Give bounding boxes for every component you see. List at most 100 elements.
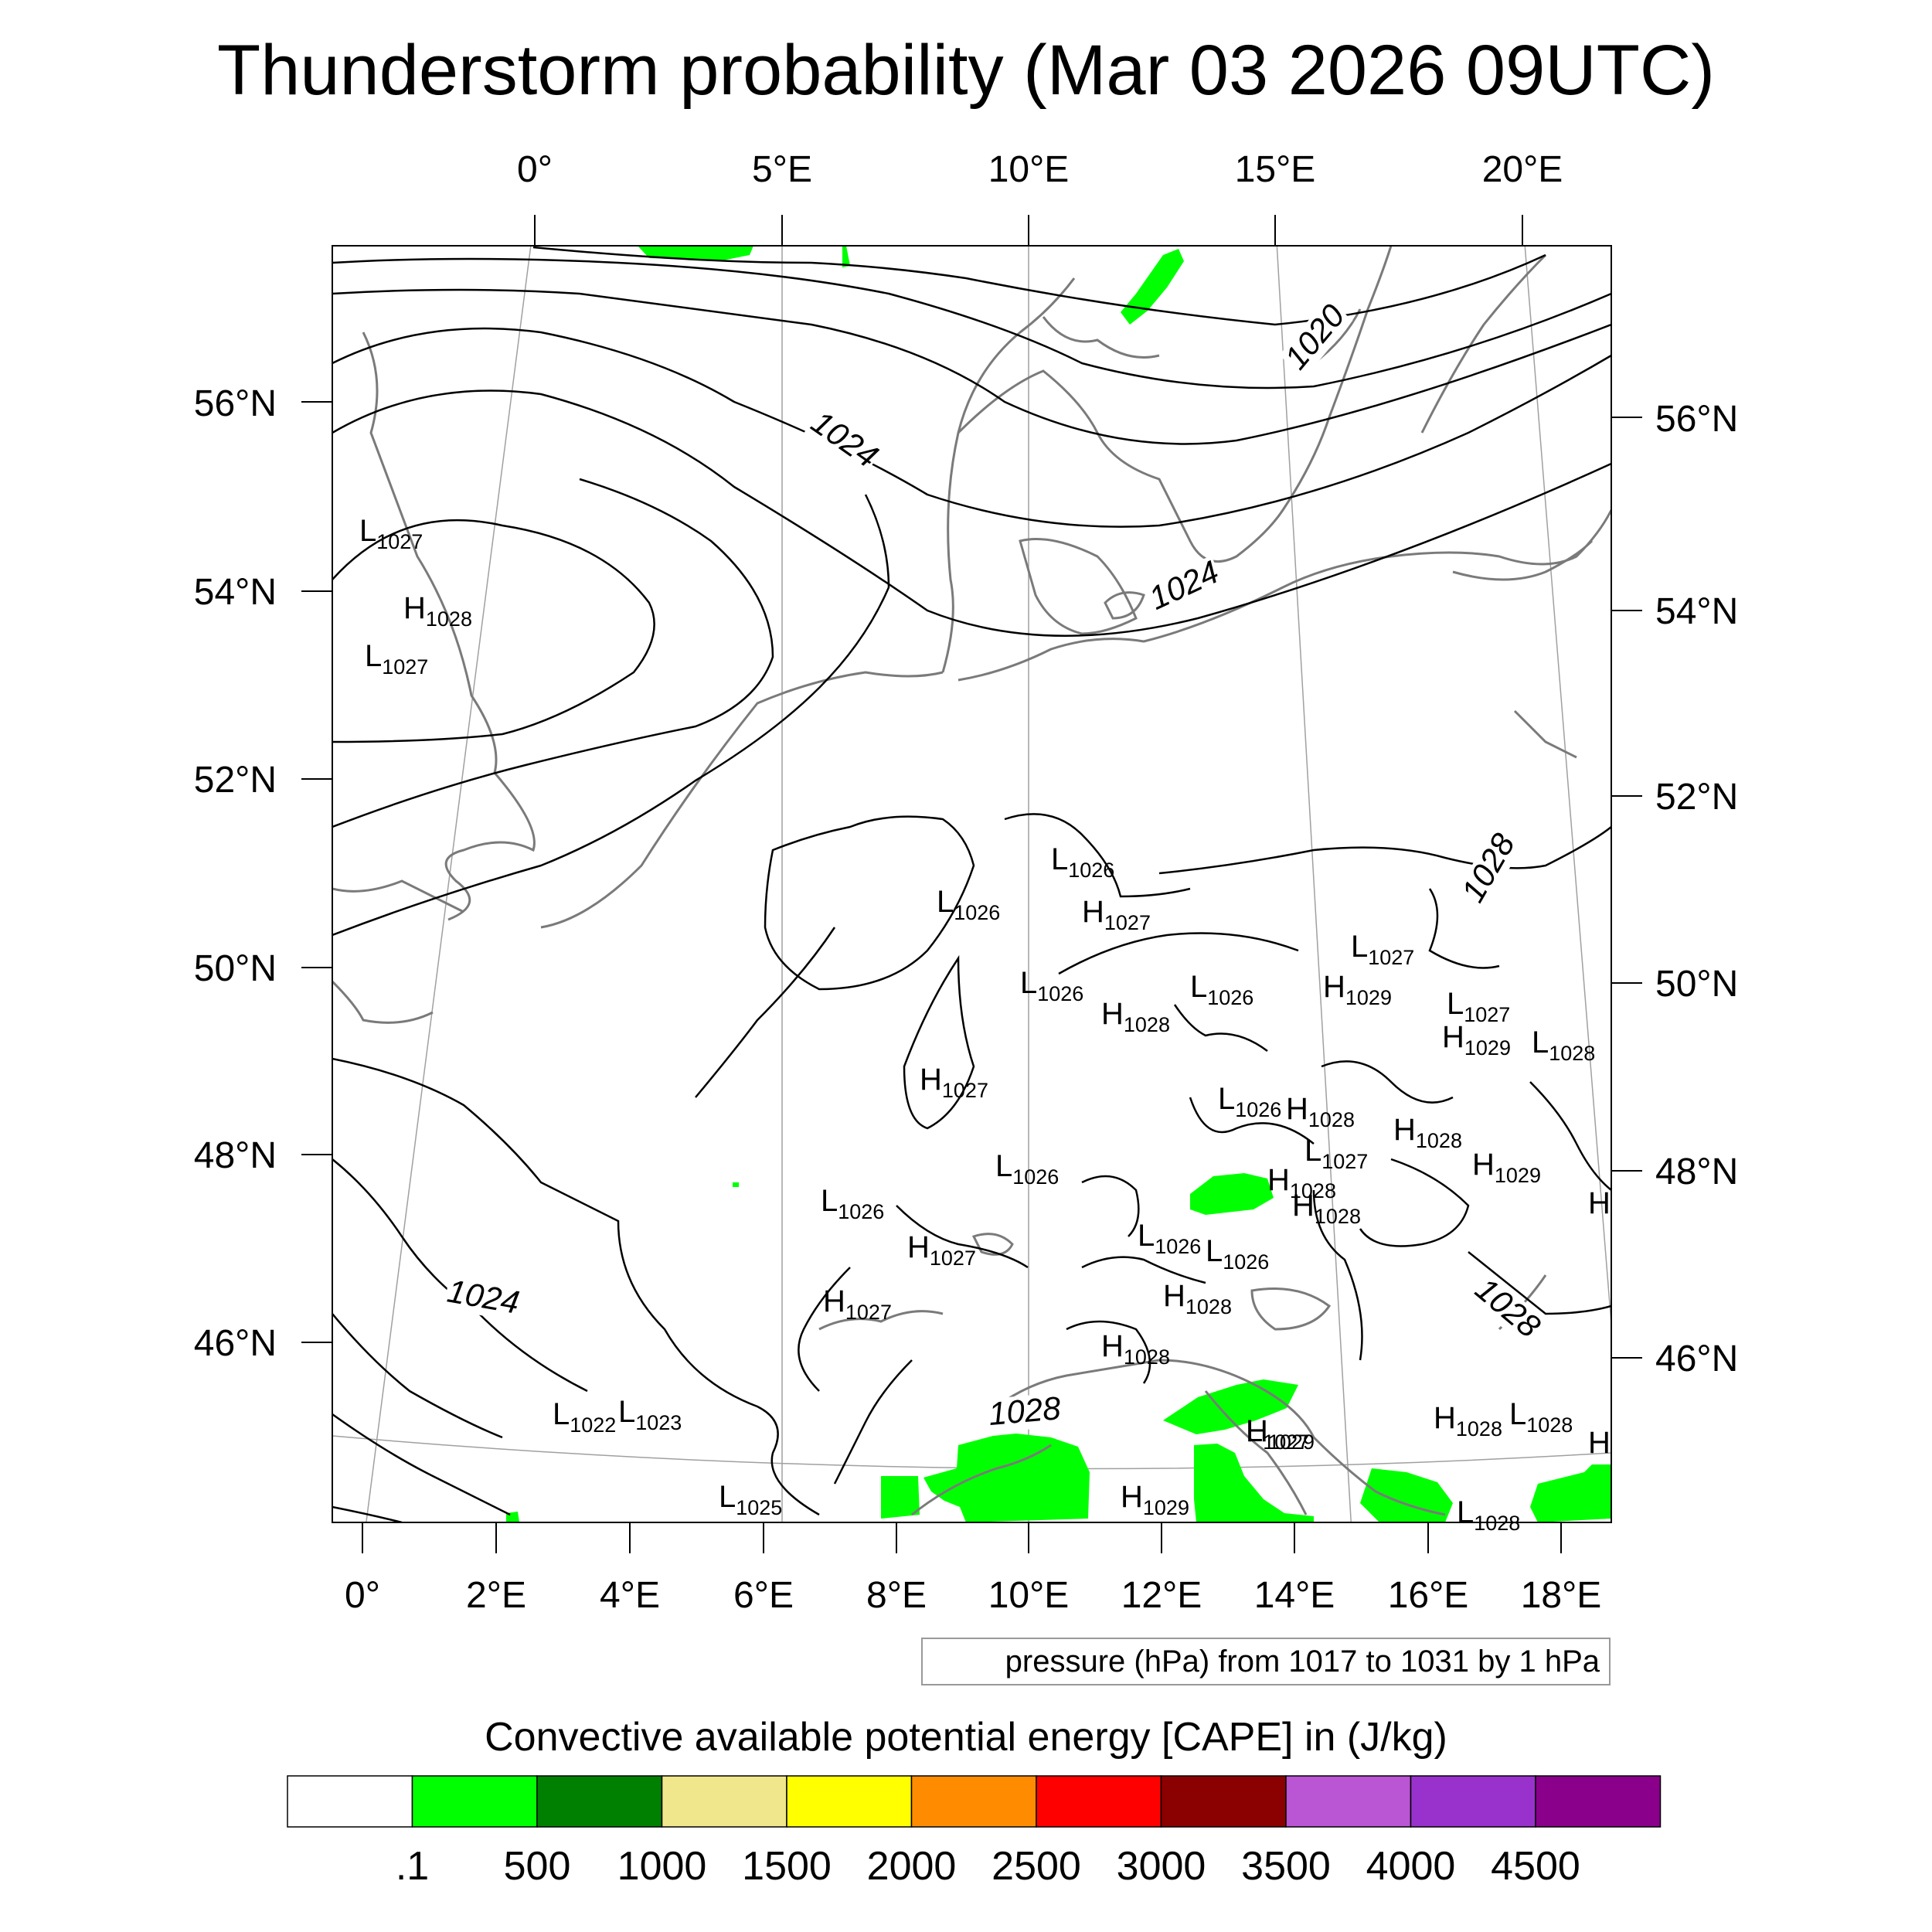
pressure-center-value: 1028 (1124, 1345, 1170, 1369)
pressure-center-value: 1026 (1068, 859, 1114, 882)
legend-title: Convective available potential energy [C… (485, 1715, 1447, 1760)
right-latitude-labels: 56°N 54°N 52°N 50°N 48°N 46°N (1655, 399, 1738, 1379)
contour-label: 1028 (1468, 1270, 1547, 1345)
pressure-center-value: 1027 (1368, 946, 1414, 969)
pressure-center-letter: L (1304, 1134, 1321, 1168)
pressure-center-value: 1029 (1345, 986, 1392, 1009)
pressure-center-label: L1028 (1532, 1026, 1595, 1065)
pressure-center-label: L1026 (1206, 1234, 1269, 1274)
top-lon-label: 15°E (1235, 149, 1316, 190)
pressure-center-label: H1028 (1101, 1329, 1170, 1369)
pressure-center-letter: L (553, 1397, 570, 1431)
colorbar-swatch (536, 1775, 663, 1828)
pressure-center-label: H1028 (1292, 1189, 1361, 1228)
pressure-center-label: L1022 (553, 1397, 616, 1437)
pressure-center-letter: H (1101, 1329, 1124, 1363)
bottom-lon-label: 10°E (988, 1575, 1070, 1616)
pressure-center-value: 1027 (845, 1301, 892, 1324)
pressure-center-value: 1026 (1012, 1165, 1059, 1189)
tick-marks (301, 215, 1642, 1553)
pressure-center-value: 1028 (1185, 1295, 1232, 1318)
cape-colorbar (287, 1775, 1662, 1828)
pressure-center-label: L1028 (1509, 1397, 1573, 1437)
pressure-center-label: H1027 (907, 1230, 976, 1270)
cape-shading (506, 246, 1611, 1522)
pressure-center-label: L1028 (1457, 1495, 1520, 1535)
pressure-center-value: 1026 (1155, 1235, 1201, 1258)
pressure-center-label: L1026 (1138, 1219, 1201, 1258)
bottom-lon-label: 2°E (466, 1575, 526, 1616)
map-title: Thunderstorm probability (Mar 03 2026 09… (217, 31, 1715, 110)
map-plot-area (332, 246, 1611, 1522)
pressure-center-letter: L (1020, 966, 1037, 1000)
pressure-center-letter: H (1286, 1092, 1308, 1126)
pressure-center-letter: H (1163, 1279, 1185, 1313)
pressure-center-value: 1028 (1456, 1417, 1502, 1440)
pressure-center-value: 1029 (1464, 1036, 1511, 1060)
pressure-center-letter: L (1138, 1219, 1155, 1253)
pressure-center-label: L1026 (1020, 966, 1083, 1005)
bottom-lon-label: 12°E (1121, 1575, 1202, 1616)
pressure-center-letter: L (937, 885, 954, 919)
pressure-center-letter: L (365, 639, 382, 673)
pressure-center-value: 1027 (930, 1247, 976, 1270)
bottom-lon-label: 6°E (733, 1575, 794, 1616)
pressure-center-letter: L (1532, 1026, 1549, 1060)
colorbar-swatch (1410, 1775, 1536, 1828)
pressure-center-label: H1027 (823, 1284, 892, 1324)
pressure-center-value: 1023 (635, 1411, 682, 1434)
right-lat-label: 52°N (1655, 777, 1738, 818)
pressure-center-label: H1028 (1434, 1401, 1502, 1440)
cape-colorbar-labels: .1 500 1000 1500 2000 2500 3000 3500 4000 4500 (396, 1844, 1580, 1889)
colorbar-swatch (411, 1775, 538, 1828)
pressure-center-label: H1029 (1442, 1020, 1511, 1060)
colorbar-label: 3500 (1241, 1844, 1331, 1889)
colorbar-swatch (910, 1775, 1037, 1828)
contour-info-box: pressure (hPa) from 1017 to 1031 by 1 hP… (921, 1638, 1611, 1685)
pressure-center-letter: H (403, 591, 426, 625)
pressure-center-value: 1025 (736, 1496, 782, 1519)
pressure-center-letter: L (618, 1395, 635, 1429)
bottom-lon-label: 18°E (1521, 1575, 1602, 1616)
pressure-center-label: L1025 (719, 1480, 782, 1519)
pressure-center-value: 1027 (1464, 1003, 1510, 1026)
pressure-center-value: 1028 (1308, 1108, 1355, 1131)
pressure-center-letter: L (1351, 930, 1368, 964)
pressure-center-value: 1022 (570, 1413, 616, 1437)
pressure-center-label: L1027 (1447, 987, 1510, 1026)
contour-label: 1024 (1144, 553, 1225, 617)
pressure-contours (332, 246, 1611, 1522)
left-latitude-labels: 56°N 54°N 52°N 50°N 48°N 46°N (194, 383, 277, 1364)
top-lon-label: 10°E (988, 149, 1070, 190)
contour-info-text: pressure (hPa) from 1017 to 1031 by 1 hP… (1005, 1645, 1600, 1679)
colorbar-label: 4000 (1366, 1844, 1456, 1889)
pressure-center-letter: H (907, 1230, 930, 1264)
pressure-center-label: L1026 (1218, 1082, 1281, 1121)
pressure-center-letter: H (1588, 1426, 1611, 1460)
pressure-center-value: 1027 (1104, 911, 1151, 934)
right-lat-label: 46°N (1655, 1338, 1738, 1379)
pressure-center-letter: L (1457, 1495, 1474, 1529)
pressure-center-letter: H (1292, 1189, 1315, 1223)
pressure-center-label: L1027 (1304, 1134, 1368, 1173)
map-frame (332, 245, 1612, 1523)
pressure-center-value: 1026 (1223, 1250, 1269, 1274)
pressure-center-letter: L (1051, 842, 1068, 876)
pressure-center-value: 1028 (1526, 1413, 1573, 1437)
pressure-center-letter: H (1393, 1113, 1416, 1147)
pressure-center-value: 1028 (1474, 1512, 1520, 1535)
pressure-center-letter: L (821, 1184, 838, 1218)
pressure-center-value: 1028 (1124, 1013, 1170, 1036)
colorbar-label: .1 (396, 1844, 429, 1889)
left-lat-label: 52°N (194, 760, 277, 801)
pressure-center-label: H1029 (1121, 1480, 1189, 1519)
colorbar-label: 2500 (992, 1844, 1081, 1889)
pressure-center-label: L1026 (937, 885, 1000, 924)
pressure-center-label: L1027 (365, 639, 428, 679)
pressure-center-label: H1028 (1267, 1163, 1336, 1202)
pressure-center-letter: H (1442, 1020, 1464, 1054)
bottom-lon-label: 8°E (866, 1575, 927, 1616)
colorbar-label: 1500 (742, 1844, 832, 1889)
contour-label: 1028 (987, 1389, 1063, 1432)
